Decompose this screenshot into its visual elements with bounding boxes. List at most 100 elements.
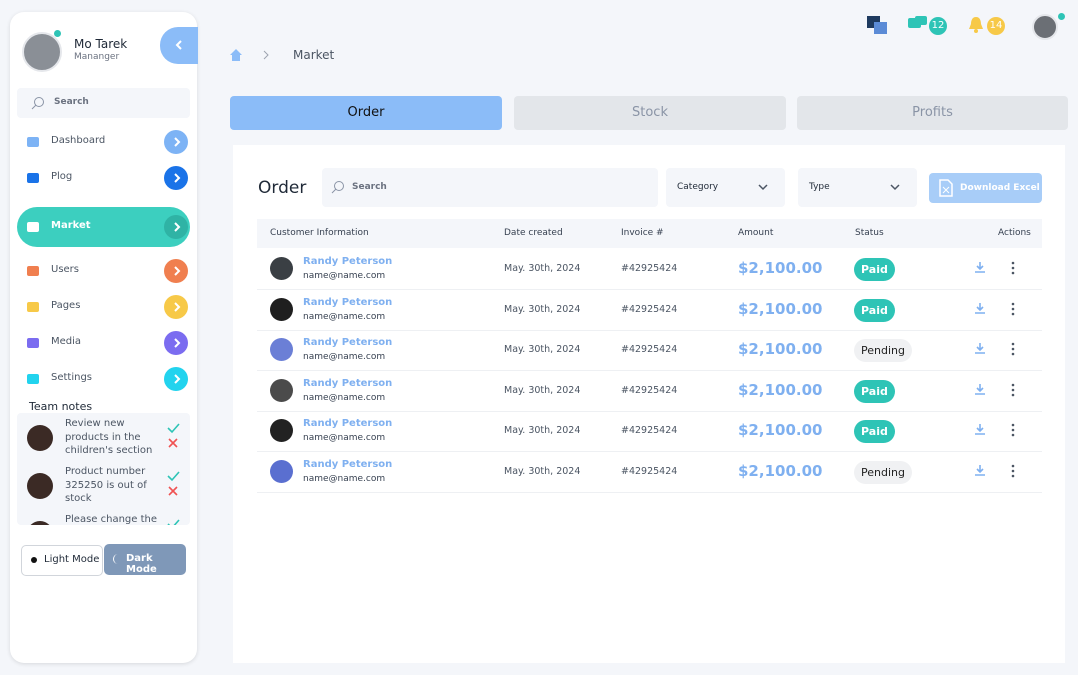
customer-name[interactable]: Randy Peterson xyxy=(303,296,393,308)
column-header: Date created xyxy=(504,228,563,238)
messages-badge: 12 xyxy=(929,17,947,35)
date: May. 30th, 2024 xyxy=(504,344,581,355)
table-row xyxy=(257,371,1042,412)
customer-name[interactable]: Randy Peterson xyxy=(303,418,393,429)
sidebar: Mo Tarek Mananger Search Dashboard Plog Ma… xyxy=(10,12,198,663)
customer-email: name@name.com xyxy=(303,433,386,443)
collapse-button[interactable] xyxy=(160,27,198,64)
customer-avatar xyxy=(270,338,293,361)
download-action[interactable] xyxy=(974,423,986,437)
download-label: Download Excel xyxy=(960,183,1040,193)
translate-icon[interactable] xyxy=(866,15,888,35)
more-action[interactable] xyxy=(1008,464,1018,478)
customer-avatar xyxy=(270,257,293,280)
nav-icon xyxy=(27,338,39,348)
header-avatar[interactable] xyxy=(1032,14,1058,40)
nav-label: Media xyxy=(51,336,82,347)
customer-name[interactable]: Randy Peterson xyxy=(303,256,393,267)
download-action[interactable] xyxy=(974,261,986,275)
dark-mode-button[interactable]: Dark Mode xyxy=(104,544,186,575)
nav-item[interactable]: Pages xyxy=(17,292,190,322)
download-icon xyxy=(975,424,985,435)
download-action[interactable] xyxy=(974,342,986,356)
bell-icon[interactable] xyxy=(967,15,985,35)
status-pill: Paid xyxy=(854,258,895,281)
nav-label: Dashboard xyxy=(51,135,106,146)
nav-arrow xyxy=(164,166,188,190)
download-icon xyxy=(975,262,985,273)
invoice: #42925424 xyxy=(621,263,678,274)
filter-label: Category xyxy=(677,182,719,192)
nav-label: Users xyxy=(51,264,80,275)
user-name: Mo Tarek xyxy=(74,37,128,51)
customer-avatar xyxy=(270,419,293,442)
customer-email: name@name.com xyxy=(303,392,386,403)
nav-item[interactable]: Plog xyxy=(17,163,190,193)
nav-label: Plog xyxy=(51,171,73,182)
panel-title: Order xyxy=(258,178,307,198)
nav-icon xyxy=(27,302,39,312)
customer-avatar xyxy=(270,459,293,483)
more-action[interactable] xyxy=(1008,342,1018,356)
download-icon xyxy=(975,464,985,476)
customer-name[interactable]: Randy Peterson xyxy=(303,458,393,470)
nav-item[interactable]: Settings xyxy=(17,364,190,394)
note-actions xyxy=(167,519,180,525)
download-icon xyxy=(975,343,985,354)
nav-item[interactable]: Media xyxy=(17,328,190,358)
amount: $2,100.00 xyxy=(738,340,823,358)
amount: $2,100.00 xyxy=(738,380,823,399)
nav-item[interactable]: Market xyxy=(17,207,190,247)
customer-email: name@name.com xyxy=(303,473,386,484)
more-action[interactable] xyxy=(1008,302,1018,316)
download-action[interactable] xyxy=(974,464,986,478)
light-mode-label: Light Mode xyxy=(44,554,100,565)
note-avatar xyxy=(27,521,53,525)
more-action[interactable] xyxy=(1008,261,1018,275)
nav-arrow xyxy=(164,259,188,283)
nav-item[interactable]: Users xyxy=(17,256,190,286)
more-action[interactable] xyxy=(1008,423,1018,437)
tab[interactable]: Profits xyxy=(797,96,1068,130)
invoice: #42925424 xyxy=(621,425,678,436)
nav-arrow xyxy=(164,367,188,391)
filter-dropdown[interactable]: Category xyxy=(666,168,785,207)
customer-name[interactable]: Randy Peterson xyxy=(303,337,393,348)
amount: $2,100.00 xyxy=(738,461,823,480)
nav-arrow xyxy=(164,295,188,319)
column-header: Customer Information xyxy=(270,228,369,238)
chevron-icon xyxy=(758,184,768,191)
sidebar-search[interactable]: Search xyxy=(17,88,190,118)
tab[interactable]: Order xyxy=(230,96,502,130)
notes-list: Review new products in the children's se… xyxy=(17,413,190,525)
status-pill: Pending xyxy=(854,339,912,362)
tab[interactable]: Stock xyxy=(514,96,786,130)
filter-dropdown[interactable]: Type xyxy=(798,168,917,207)
column-header: Invoice # xyxy=(621,228,664,238)
chat-icon[interactable] xyxy=(907,15,929,35)
nav-label: Market xyxy=(51,220,91,231)
customer-name[interactable]: Randy Peterson xyxy=(303,377,393,389)
column-header: Actions xyxy=(998,228,1031,238)
chevron-icon xyxy=(890,184,900,191)
nav-icon xyxy=(27,374,39,384)
nav-icon xyxy=(27,222,39,232)
download-button[interactable]: Download Excel xyxy=(929,173,1042,203)
more-icon xyxy=(1011,261,1015,275)
more-action[interactable] xyxy=(1008,383,1018,397)
note-avatar xyxy=(27,425,53,451)
date: May. 30th, 2024 xyxy=(504,303,581,315)
light-mode-button[interactable]: Light Mode xyxy=(21,545,103,576)
chevron-icon xyxy=(174,173,181,183)
customer-avatar xyxy=(270,378,293,402)
column-header: Amount xyxy=(738,228,774,238)
nav-item[interactable]: Dashboard xyxy=(17,127,190,157)
download-action[interactable] xyxy=(974,383,986,397)
column-header: Status xyxy=(855,228,884,238)
customer-avatar xyxy=(270,297,293,321)
nav-arrow xyxy=(164,130,188,154)
download-action[interactable] xyxy=(974,302,986,316)
search-placeholder: Search xyxy=(352,182,387,192)
nav-arrow xyxy=(164,331,188,355)
table-search[interactable]: Search xyxy=(322,168,658,207)
